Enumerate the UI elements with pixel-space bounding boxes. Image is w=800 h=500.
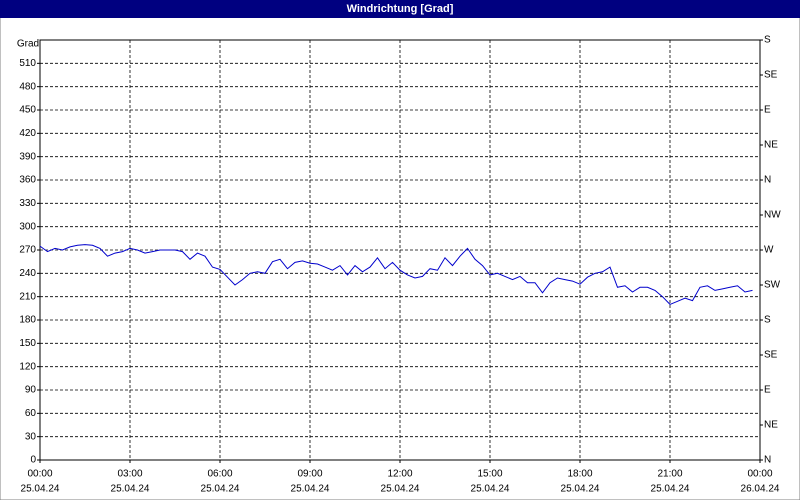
title-bar xyxy=(0,0,800,18)
y-tick-label: 60 xyxy=(25,408,37,419)
x-tick-date: 25.04.24 xyxy=(21,484,60,495)
chart-title: Windrichtung [Grad] xyxy=(347,3,454,15)
y2-tick-label: E xyxy=(764,105,771,116)
y2-tick-label: NE xyxy=(764,420,778,431)
y-tick-label: 510 xyxy=(19,58,36,69)
y-tick-label: 240 xyxy=(19,268,36,279)
y2-tick-label: SE xyxy=(764,350,778,361)
y-tick-label: 270 xyxy=(19,245,36,256)
x-tick-label: 00:00 xyxy=(747,469,772,480)
x-tick-date: 25.04.24 xyxy=(201,484,240,495)
y2-tick-label: E xyxy=(764,385,771,396)
x-tick-label: 15:00 xyxy=(477,469,502,480)
data-line xyxy=(39,244,753,305)
x-tick-label: 12:00 xyxy=(387,469,412,480)
y2-tick-label: SW xyxy=(764,280,781,291)
x-tick-label: 21:00 xyxy=(657,469,682,480)
y-tick-label: 420 xyxy=(19,128,36,139)
y-tick-label: 300 xyxy=(19,221,36,232)
x-tick-label: 18:00 xyxy=(567,469,592,480)
y2-tick-label: W xyxy=(764,245,774,256)
y-tick-label: 210 xyxy=(19,291,36,302)
x-tick-date: 25.04.24 xyxy=(561,484,600,495)
y2-tick-label: S xyxy=(764,315,771,326)
y-tick-label: 360 xyxy=(19,175,36,186)
y2-tick-label: SE xyxy=(764,70,778,81)
y2-tick-label: S xyxy=(764,35,771,46)
y-tick-label: 150 xyxy=(19,338,36,349)
y-tick-label: 180 xyxy=(19,315,36,326)
x-tick-label: 09:00 xyxy=(297,469,322,480)
y-tick-label: 0 xyxy=(30,455,36,466)
y-tick-label: 30 xyxy=(25,431,37,442)
x-tick-date: 25.04.24 xyxy=(471,484,510,495)
y2-tick-label: N xyxy=(764,175,771,186)
plot-frame xyxy=(39,39,761,461)
y2-tick-label: NW xyxy=(764,210,781,221)
x-tick-date: 25.04.24 xyxy=(291,484,330,495)
x-tick-date: 25.04.24 xyxy=(381,484,420,495)
y-tick-label: 330 xyxy=(19,198,36,209)
x-tick-date: 25.04.24 xyxy=(651,484,690,495)
y-axis-title: Grad xyxy=(17,39,39,50)
y2-tick-label: NE xyxy=(764,140,778,151)
y-tick-label: 450 xyxy=(19,105,36,116)
y-tick-label: 90 xyxy=(25,385,37,396)
x-tick-label: 00:00 xyxy=(27,469,52,480)
y-tick-label: 480 xyxy=(19,81,36,92)
x-tick-label: 06:00 xyxy=(207,469,232,480)
y-tick-label: 120 xyxy=(19,361,36,372)
x-tick-date: 25.04.24 xyxy=(111,484,150,495)
x-tick-label: 03:00 xyxy=(117,469,142,480)
y2-tick-label: N xyxy=(764,455,771,466)
y-tick-label: 390 xyxy=(19,151,36,162)
x-tick-date: 26.04.24 xyxy=(741,484,780,495)
